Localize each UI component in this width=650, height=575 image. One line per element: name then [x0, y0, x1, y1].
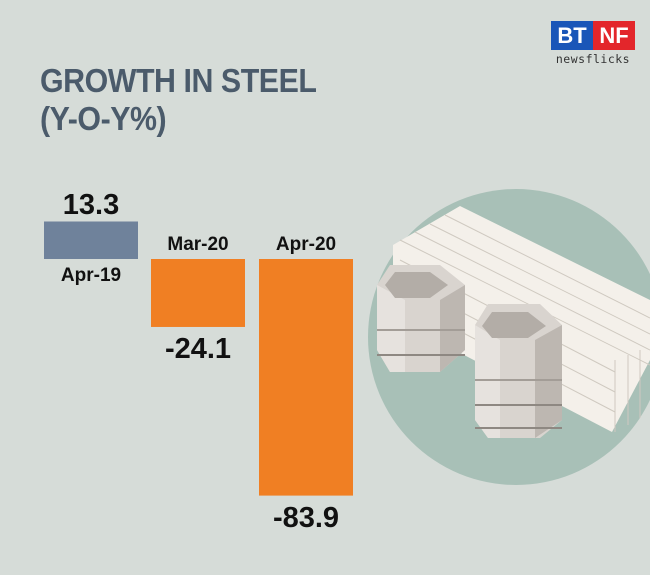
logo-newsflicks: newsflicks: [555, 52, 631, 66]
title-line-2: (Y-O-Y%): [40, 100, 167, 137]
category-label-apr-20: Apr-20: [276, 234, 336, 255]
value-label-apr-20: -83.9: [273, 502, 339, 534]
value-label-apr-19: 13.3: [63, 189, 119, 221]
chart-title: GROWTH IN STEEL (Y-O-Y%): [40, 62, 317, 138]
labels-group: 13.3 Apr-19 Mar-20 -24.1 Apr-20 -83.9: [61, 189, 339, 534]
logo-nf: NF: [593, 21, 635, 50]
bt-nf-logo: BT NF newsflicks: [551, 21, 635, 66]
value-label-mar-20: -24.1: [165, 333, 231, 365]
bars-group: [44, 221, 353, 496]
bar-mar-20: [151, 259, 245, 327]
steel-pipe-right: [475, 304, 562, 438]
title-line-1: GROWTH IN STEEL: [40, 62, 317, 99]
bar-apr-20: [259, 259, 353, 496]
steel-illustration: [368, 189, 650, 485]
category-label-mar-20: Mar-20: [167, 234, 228, 255]
logo-bt: BT: [551, 21, 593, 50]
steel-pipe-left: [377, 265, 465, 372]
category-label-apr-19: Apr-19: [61, 265, 121, 286]
bar-apr-19: [44, 221, 138, 259]
